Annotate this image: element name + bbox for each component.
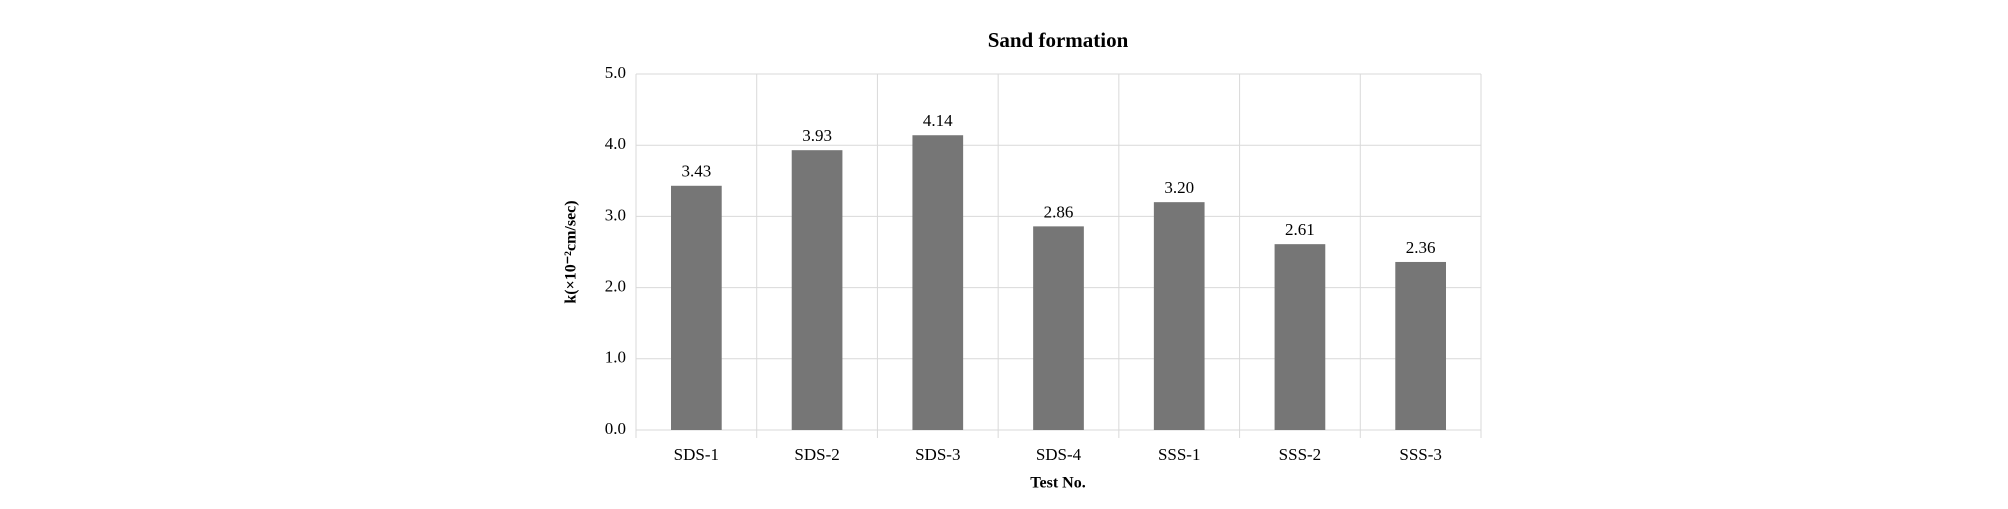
data-label: 3.93: [802, 126, 832, 145]
bar: [1153, 202, 1205, 430]
data-label: 2.36: [1406, 238, 1436, 257]
data-label: 3.43: [681, 162, 711, 181]
x-tick-label: SSS-3: [1399, 445, 1442, 464]
bar: [671, 185, 722, 430]
bar: [791, 150, 843, 430]
bar: [1274, 244, 1326, 430]
y-tick-label: 5.0: [605, 63, 626, 82]
y-tick-label: 3.0: [605, 205, 626, 224]
x-tick-label: SDS-4: [1036, 445, 1082, 464]
data-label: 4.14: [923, 111, 953, 130]
x-tick-label: SDS-2: [794, 445, 839, 464]
x-tick-label: SSS-2: [1279, 445, 1322, 464]
bar: [1033, 226, 1084, 430]
data-label: 2.61: [1285, 220, 1315, 239]
y-tick-label: 4.0: [605, 134, 626, 153]
x-tick-label: SDS-3: [915, 445, 960, 464]
y-axis-title: k(×10⁻²cm/sec): [563, 200, 580, 303]
y-tick-label: 2.0: [605, 277, 626, 296]
bar: [912, 135, 964, 430]
x-axis-title: Test No.: [1030, 475, 1085, 492]
data-label: 3.20: [1164, 178, 1194, 197]
x-tick-label: SSS-1: [1158, 445, 1201, 464]
x-tick-label: SDS-1: [674, 445, 719, 464]
data-label: 2.86: [1044, 202, 1074, 221]
chart-title: Sand formation: [988, 28, 1129, 52]
y-tick-label: 0.0: [605, 419, 626, 438]
bar: [1395, 261, 1446, 430]
y-tick-label: 1.0: [605, 348, 626, 367]
